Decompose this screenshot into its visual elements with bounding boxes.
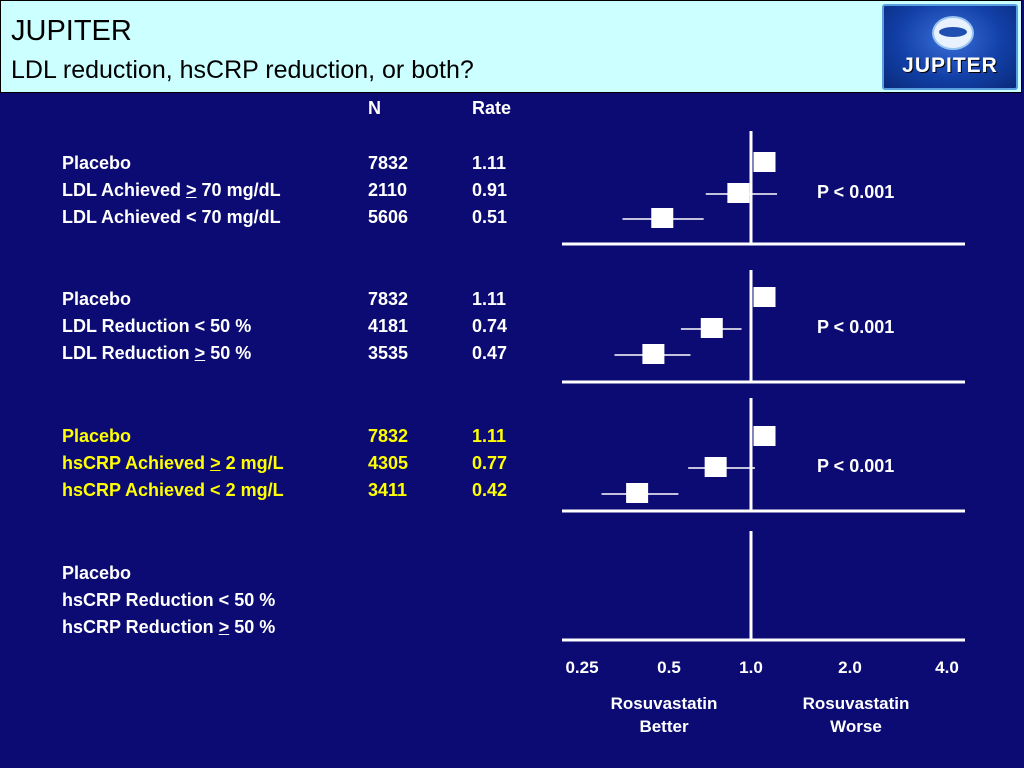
caption-worse-line-1: Rosuvastatin <box>802 694 910 713</box>
row-label-text: hsCRP Reduction <box>62 617 219 637</box>
hazard-ratio-marker <box>704 457 727 477</box>
hazard-ratio-marker <box>753 152 776 172</box>
row-label-text: hsCRP Achieved < 2 mg/L <box>62 480 284 500</box>
slide-subtitle: LDL reduction, hsCRP reduction, or both? <box>11 56 474 84</box>
p-value-label: P < 0.001 <box>817 456 895 476</box>
row-label-suffix: 70 mg/dL <box>196 180 281 200</box>
caption-better-line-1: Rosuvastatin <box>610 694 718 713</box>
row-label-text: Placebo <box>62 153 132 173</box>
slide-title: JUPITER <box>11 15 132 47</box>
row-label: LDL Achieved > 70 mg/dL <box>62 180 281 201</box>
row-n-value: 7832 <box>368 153 409 173</box>
row-label-text: Placebo <box>62 426 132 446</box>
row-label: LDL Reduction > 50 % <box>62 343 251 364</box>
row-n-value: 3411 <box>368 480 408 500</box>
row-label: Placebo <box>62 563 131 584</box>
row-label: hsCRP Reduction > 50 % <box>62 617 275 638</box>
x-tick-label: 0.25 <box>565 658 599 677</box>
row-label-text: LDL Achieved < 70 mg/dL <box>62 207 281 227</box>
p-value-label: P < 0.001 <box>817 317 895 337</box>
row-label: hsCRP Achieved < 2 mg/L <box>62 480 284 501</box>
row-rate-value: 1.11 <box>472 426 507 446</box>
row-n-value: 7832 <box>368 426 409 446</box>
row-label: Placebo <box>62 426 131 447</box>
row-label-text: Placebo <box>62 289 132 309</box>
hazard-ratio-marker <box>700 318 723 338</box>
hazard-ratio-marker <box>626 483 649 503</box>
row-n-value: 7832 <box>368 289 409 309</box>
row-label-text: LDL Achieved <box>62 180 187 200</box>
hazard-ratio-marker <box>651 208 674 228</box>
row-label: hsCRP Achieved > 2 mg/L <box>62 453 284 474</box>
row-label-text: Placebo <box>62 563 132 583</box>
caption-worse-line-2: Worse <box>830 717 882 736</box>
x-tick-label: 2.0 <box>838 658 862 677</box>
x-tick-label: 1.0 <box>739 658 763 677</box>
row-label-text: LDL Reduction < 50 % <box>62 316 252 336</box>
row-label-symbol: > <box>218 617 230 637</box>
row-rate-value: 0.51 <box>472 207 508 227</box>
jupiter-logo: JUPITER <box>882 4 1018 90</box>
row-label-symbol: > <box>194 343 206 363</box>
row-label: hsCRP Reduction < 50 % <box>62 590 275 611</box>
hazard-ratio-marker <box>753 426 776 446</box>
row-label-symbol: > <box>186 180 197 200</box>
x-tick-label: 0.5 <box>657 658 681 677</box>
caption-better-line-2: Better <box>639 717 689 736</box>
row-rate-value: 0.42 <box>472 480 508 500</box>
row-label: LDL Achieved < 70 mg/dL <box>62 207 281 228</box>
row-label: Placebo <box>62 289 131 310</box>
row-label-text: hsCRP Achieved <box>62 453 211 473</box>
row-label-suffix: 50 % <box>205 343 252 363</box>
hazard-ratio-marker <box>727 183 750 203</box>
header-bar: JUPITER LDL reduction, hsCRP reduction, … <box>0 0 1022 93</box>
row-rate-value: 0.74 <box>472 316 508 336</box>
row-label: LDL Reduction < 50 % <box>62 316 251 337</box>
x-tick-label: 4.0 <box>935 658 959 677</box>
row-rate-value: 1.11 <box>472 153 507 173</box>
row-rate-value: 0.91 <box>472 180 508 200</box>
logo-emblem-icon <box>932 16 974 50</box>
row-n-value: 5606 <box>368 207 409 227</box>
column-header-n: N <box>368 98 381 118</box>
row-rate-value: 0.47 <box>472 343 508 363</box>
row-rate-value: 0.77 <box>472 453 508 473</box>
row-label-text: hsCRP Reduction < 50 % <box>62 590 276 610</box>
caption-better: Rosuvastatin Better <box>611 692 718 738</box>
row-n-value: 4181 <box>368 316 409 336</box>
row-label: Placebo <box>62 153 131 174</box>
column-header-rate: Rate <box>472 98 512 118</box>
row-label-suffix: 50 % <box>229 617 276 637</box>
hazard-ratio-marker <box>642 344 665 364</box>
row-label-suffix: 2 mg/L <box>220 453 284 473</box>
caption-worse: Rosuvastatin Worse <box>803 692 910 738</box>
logo-wordmark: JUPITER <box>902 54 998 77</box>
row-n-value: 2110 <box>368 180 408 200</box>
row-n-value: 4305 <box>368 453 409 473</box>
row-n-value: 3535 <box>368 343 409 363</box>
p-value-label: P < 0.001 <box>817 182 895 202</box>
hazard-ratio-marker <box>753 287 776 307</box>
row-rate-value: 1.11 <box>472 289 507 309</box>
row-label-text: LDL Reduction <box>62 343 195 363</box>
row-label-symbol: > <box>210 453 221 473</box>
